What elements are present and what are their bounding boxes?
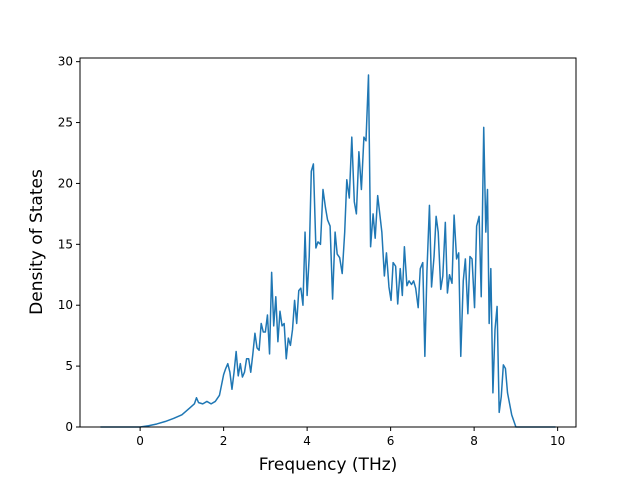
y-tick-label: 10 [58, 298, 73, 312]
x-tick-label: 10 [550, 434, 565, 448]
y-axis-label: Density of States [27, 169, 47, 315]
x-tick-label: 0 [136, 434, 144, 448]
y-tick-label: 15 [58, 237, 73, 251]
y-tick-label: 25 [58, 116, 73, 130]
y-tick-label: 5 [65, 359, 73, 373]
x-tick-label: 8 [470, 434, 478, 448]
y-tick-label: 0 [65, 420, 73, 434]
x-axis-label: Frequency (THz) [259, 455, 398, 475]
x-tick-label: 4 [303, 434, 311, 448]
axes-frame [79, 57, 577, 428]
x-tick-label: 2 [220, 434, 228, 448]
y-tick-label: 30 [58, 55, 73, 69]
plot-area [100, 74, 556, 428]
dos-line [100, 74, 556, 428]
y-tick-label: 20 [58, 176, 73, 190]
x-tick-label: 6 [387, 434, 395, 448]
